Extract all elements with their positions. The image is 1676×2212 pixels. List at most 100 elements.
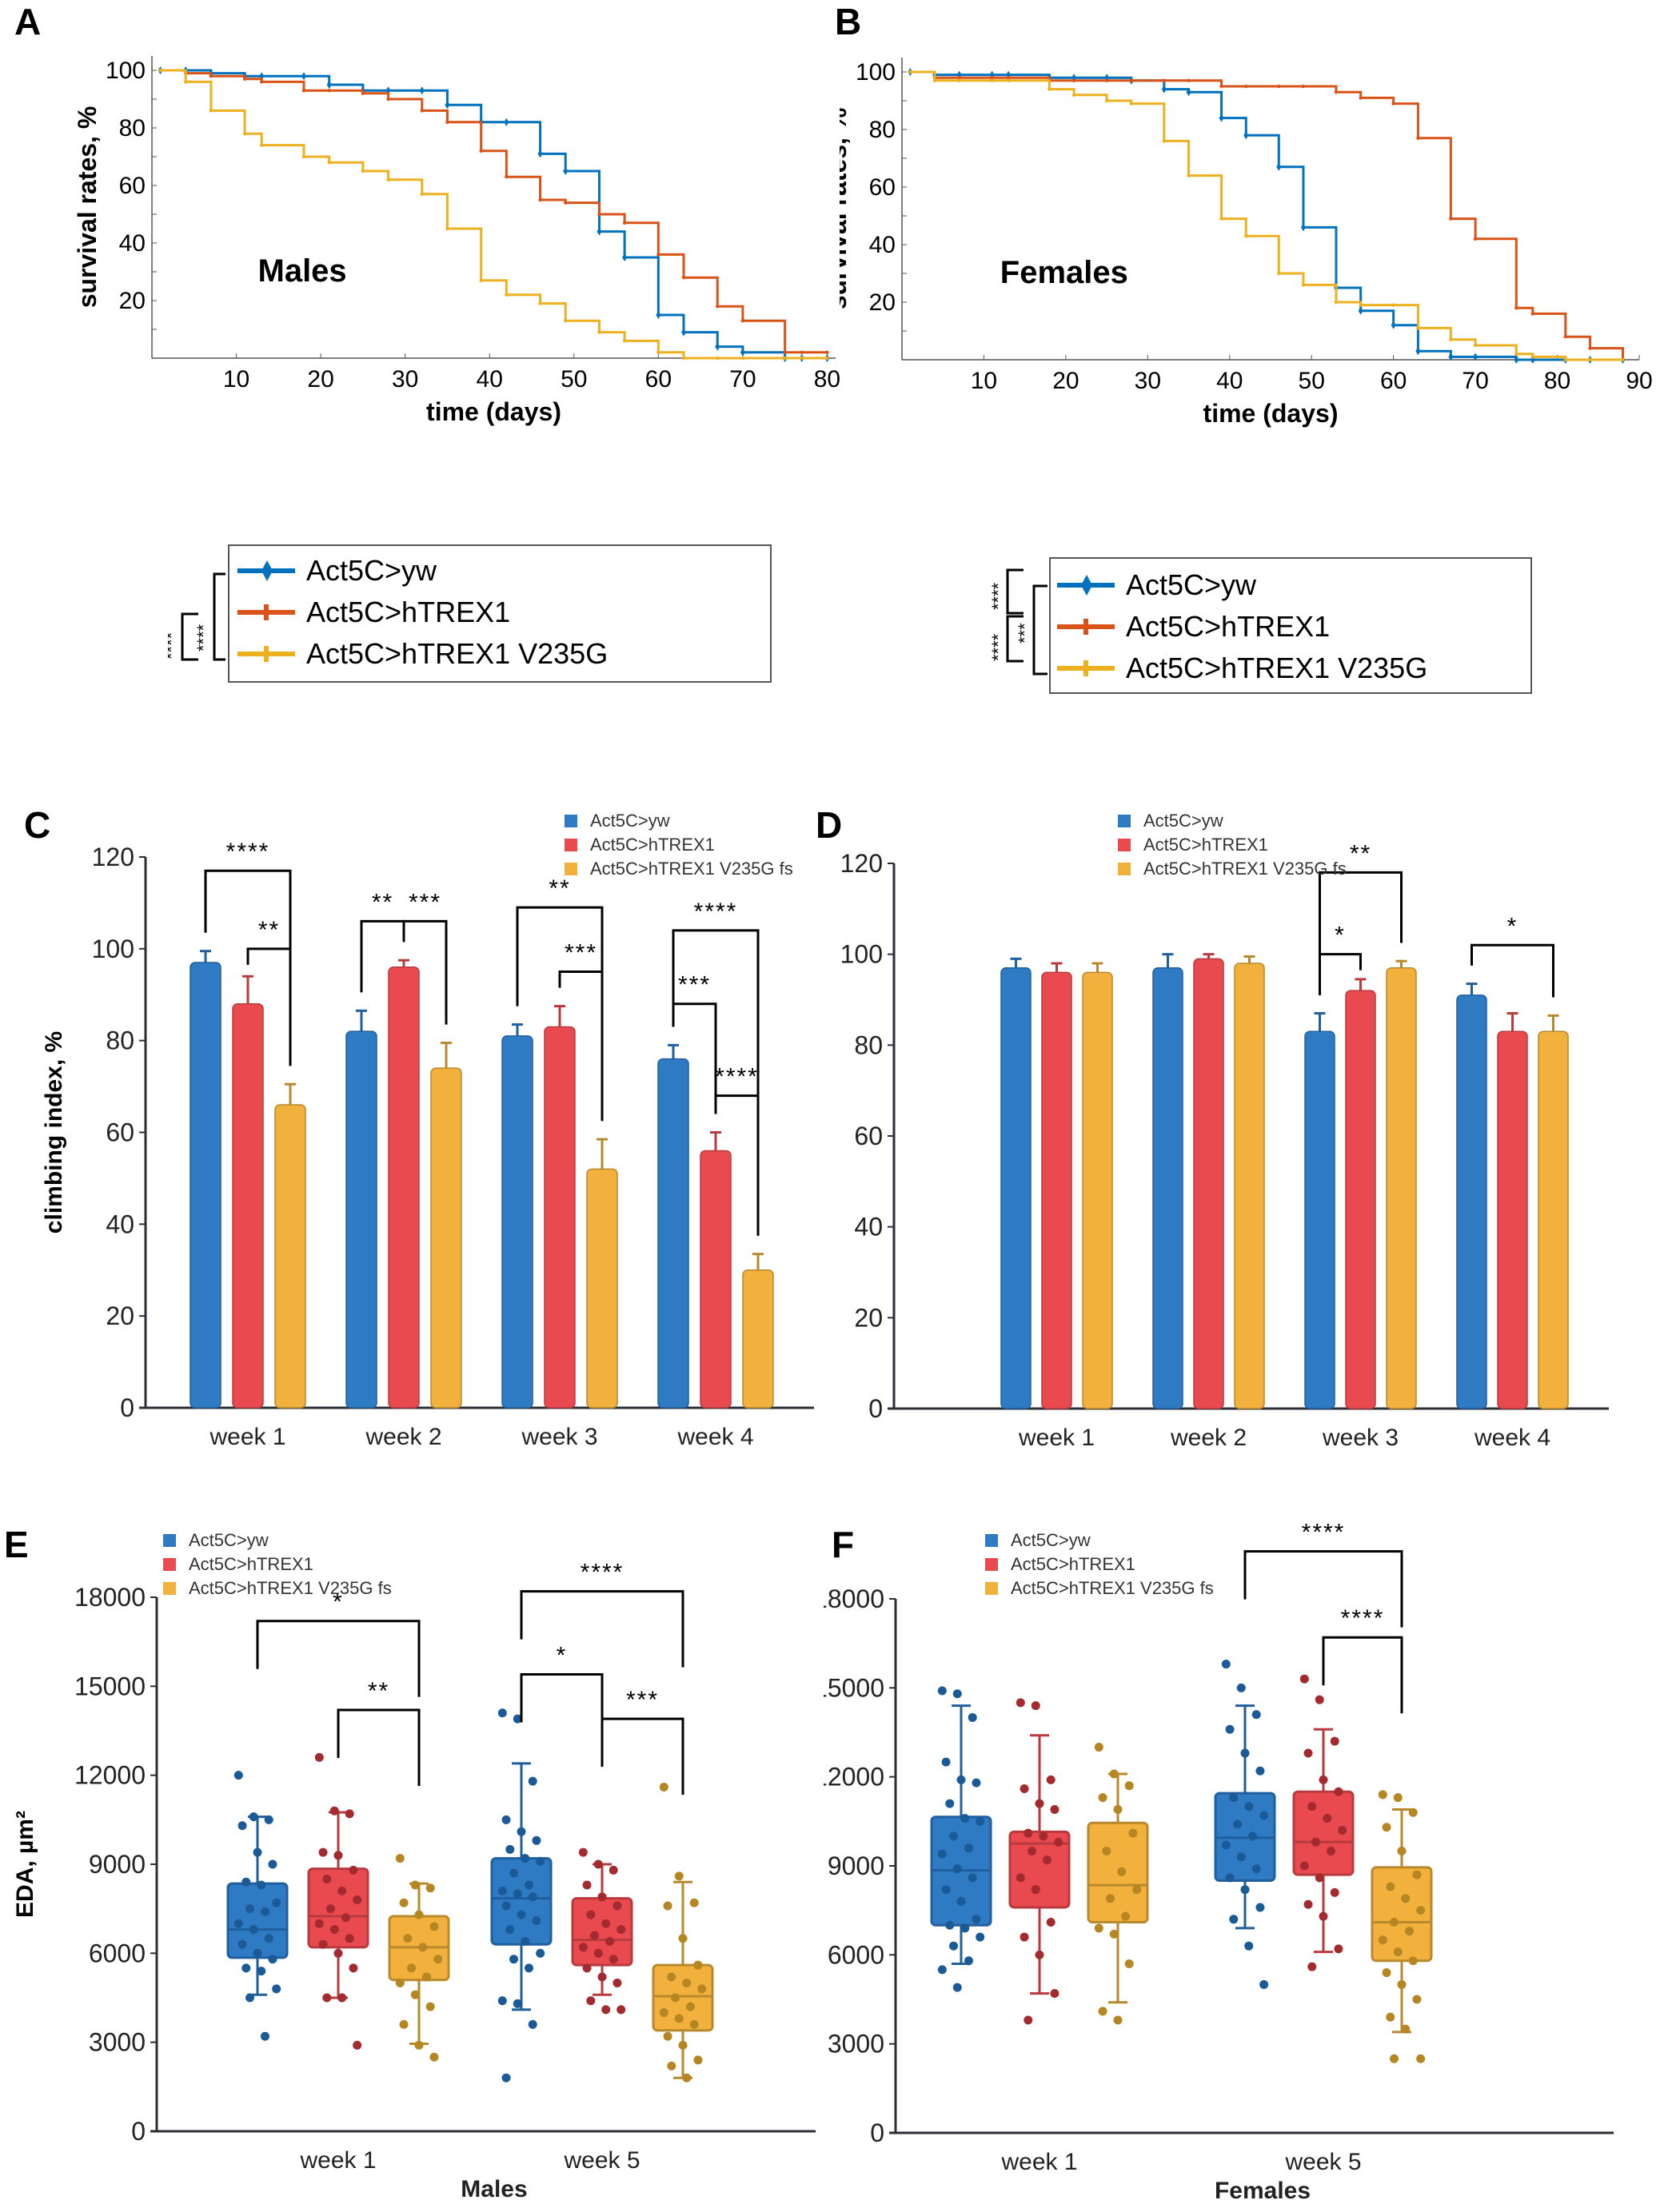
y-tick-label: 60 (869, 174, 896, 201)
legend-label: Act5C>yw (1143, 811, 1223, 831)
censor-marker (1006, 76, 1011, 80)
data-point (1113, 1804, 1123, 1814)
diamond-marker-icon (261, 560, 273, 581)
data-point (1386, 2012, 1395, 2022)
legend-swatch (1118, 815, 1131, 827)
data-point (945, 1920, 955, 1930)
legend-item-yw: Act5C>yw (1057, 568, 1256, 602)
data-point (609, 1955, 618, 1964)
data-point (399, 1898, 409, 1907)
x-tick-label: week 2 (1170, 1425, 1247, 1451)
data-point (1315, 1873, 1324, 1883)
legend-item: Act5C>hTREX1 V235G fs (163, 1576, 392, 1600)
data-point (1319, 1775, 1328, 1784)
y-tick-label: 18000 (74, 1583, 146, 1612)
significance-label: * (333, 1589, 344, 1616)
censor-marker (327, 161, 331, 165)
censor-marker (1243, 131, 1249, 140)
data-point (517, 1910, 526, 1919)
data-point (1094, 1743, 1103, 1752)
data-point (326, 1904, 336, 1914)
data-point (501, 1815, 511, 1824)
legend-eda-males: Act5C>yw Act5C>hTREX1 Act5C>hTREX1 V235G… (163, 1528, 392, 1600)
x-tick-label: week 3 (1322, 1425, 1399, 1451)
box (307, 1867, 369, 1949)
data-point (609, 1865, 618, 1875)
panel-label-b: B (835, 1, 862, 42)
data-point (414, 1910, 424, 1919)
significance-bracket (601, 1717, 684, 1796)
significance-bracket (1319, 871, 1403, 995)
data-point (590, 1931, 600, 1940)
data-point (1054, 1837, 1063, 1847)
x-tick-label: 20 (307, 366, 333, 393)
censor-marker (445, 120, 449, 124)
data-point (1251, 1710, 1261, 1720)
data-point (249, 1812, 258, 1822)
censor-marker (1276, 162, 1282, 171)
data-point (509, 1955, 519, 1964)
data-point (1098, 2007, 1107, 2016)
censor-marker (564, 201, 568, 205)
survival-line-htrex1 (160, 69, 828, 354)
censor-marker (1563, 357, 1567, 362)
censor-marker (260, 143, 264, 147)
climbing-chart-males: 0 20 40 60 80 100 120 climbing index, % week 1 we… (41, 839, 814, 1455)
significance-label: * (557, 1642, 568, 1668)
censor-marker (1473, 353, 1478, 361)
significance-bracket (714, 1094, 760, 1236)
data-point (1307, 1962, 1317, 1971)
data-point (1024, 1828, 1033, 1838)
x-tick-label: 60 (1380, 368, 1407, 394)
significance-label: *** (678, 972, 711, 998)
data-point (314, 1919, 324, 1928)
significance-label: * (1335, 923, 1346, 949)
legend-label: Act5C>hTREX1 (306, 596, 511, 628)
survival-line-htrex1 (910, 70, 1625, 360)
censor-marker (1277, 271, 1281, 276)
censor-marker (597, 330, 601, 334)
survival-chart-males: 20 40 60 80 100 10 20 30 40 50 60 70 80 time (days) su… (73, 56, 840, 426)
panel-label-e: E (4, 1524, 29, 1565)
y-tick-label: 120 (92, 843, 134, 871)
data-point (257, 1967, 266, 1976)
censor-marker (716, 305, 720, 309)
significance-label: **** (226, 839, 270, 865)
y-tick-label: 6000 (89, 1939, 146, 1967)
data-point (1303, 1748, 1313, 1758)
data-point (421, 1972, 431, 1982)
point-marker-icon (1083, 660, 1088, 676)
censor-marker (386, 177, 390, 181)
data-point (1225, 1873, 1235, 1883)
legend-swatch (565, 815, 577, 827)
censor-marker (479, 278, 483, 282)
y-tick-label: 60 (854, 1122, 883, 1150)
legend-item-yw: Act5C>yw (237, 554, 437, 588)
data-point (937, 1686, 947, 1696)
x-tick-label: week 4 (1474, 1425, 1550, 1451)
data-point (509, 1868, 519, 1878)
censor-marker (563, 167, 569, 175)
significance-label: **** (694, 899, 738, 925)
legend-swatch (985, 1582, 998, 1595)
y-tick-label: 100 (840, 940, 883, 969)
x-tick-label: 10 (971, 368, 997, 394)
data-point (1020, 1932, 1029, 1942)
censor-marker (1448, 353, 1454, 361)
data-point (1390, 2054, 1399, 2063)
significance-bracket (672, 929, 760, 1236)
data-point (1233, 1819, 1243, 1829)
censor-marker (1563, 335, 1567, 339)
censor-marker (1415, 347, 1421, 356)
censor-marker (1301, 84, 1306, 89)
legend-swatch (163, 1582, 176, 1595)
data-point (1299, 1861, 1309, 1871)
data-point (941, 1885, 951, 1895)
legend-line-yw (1057, 575, 1115, 596)
legend-label: Act5C>hTREX1 V235G fs (590, 859, 793, 879)
data-point (1016, 1873, 1025, 1883)
y-tick-label: 6000 (828, 1940, 884, 1969)
legend-climbing-females: Act5C>yw Act5C>hTREX1 Act5C>hTREX1 V235G… (1118, 809, 1347, 881)
data-point (517, 1827, 526, 1836)
